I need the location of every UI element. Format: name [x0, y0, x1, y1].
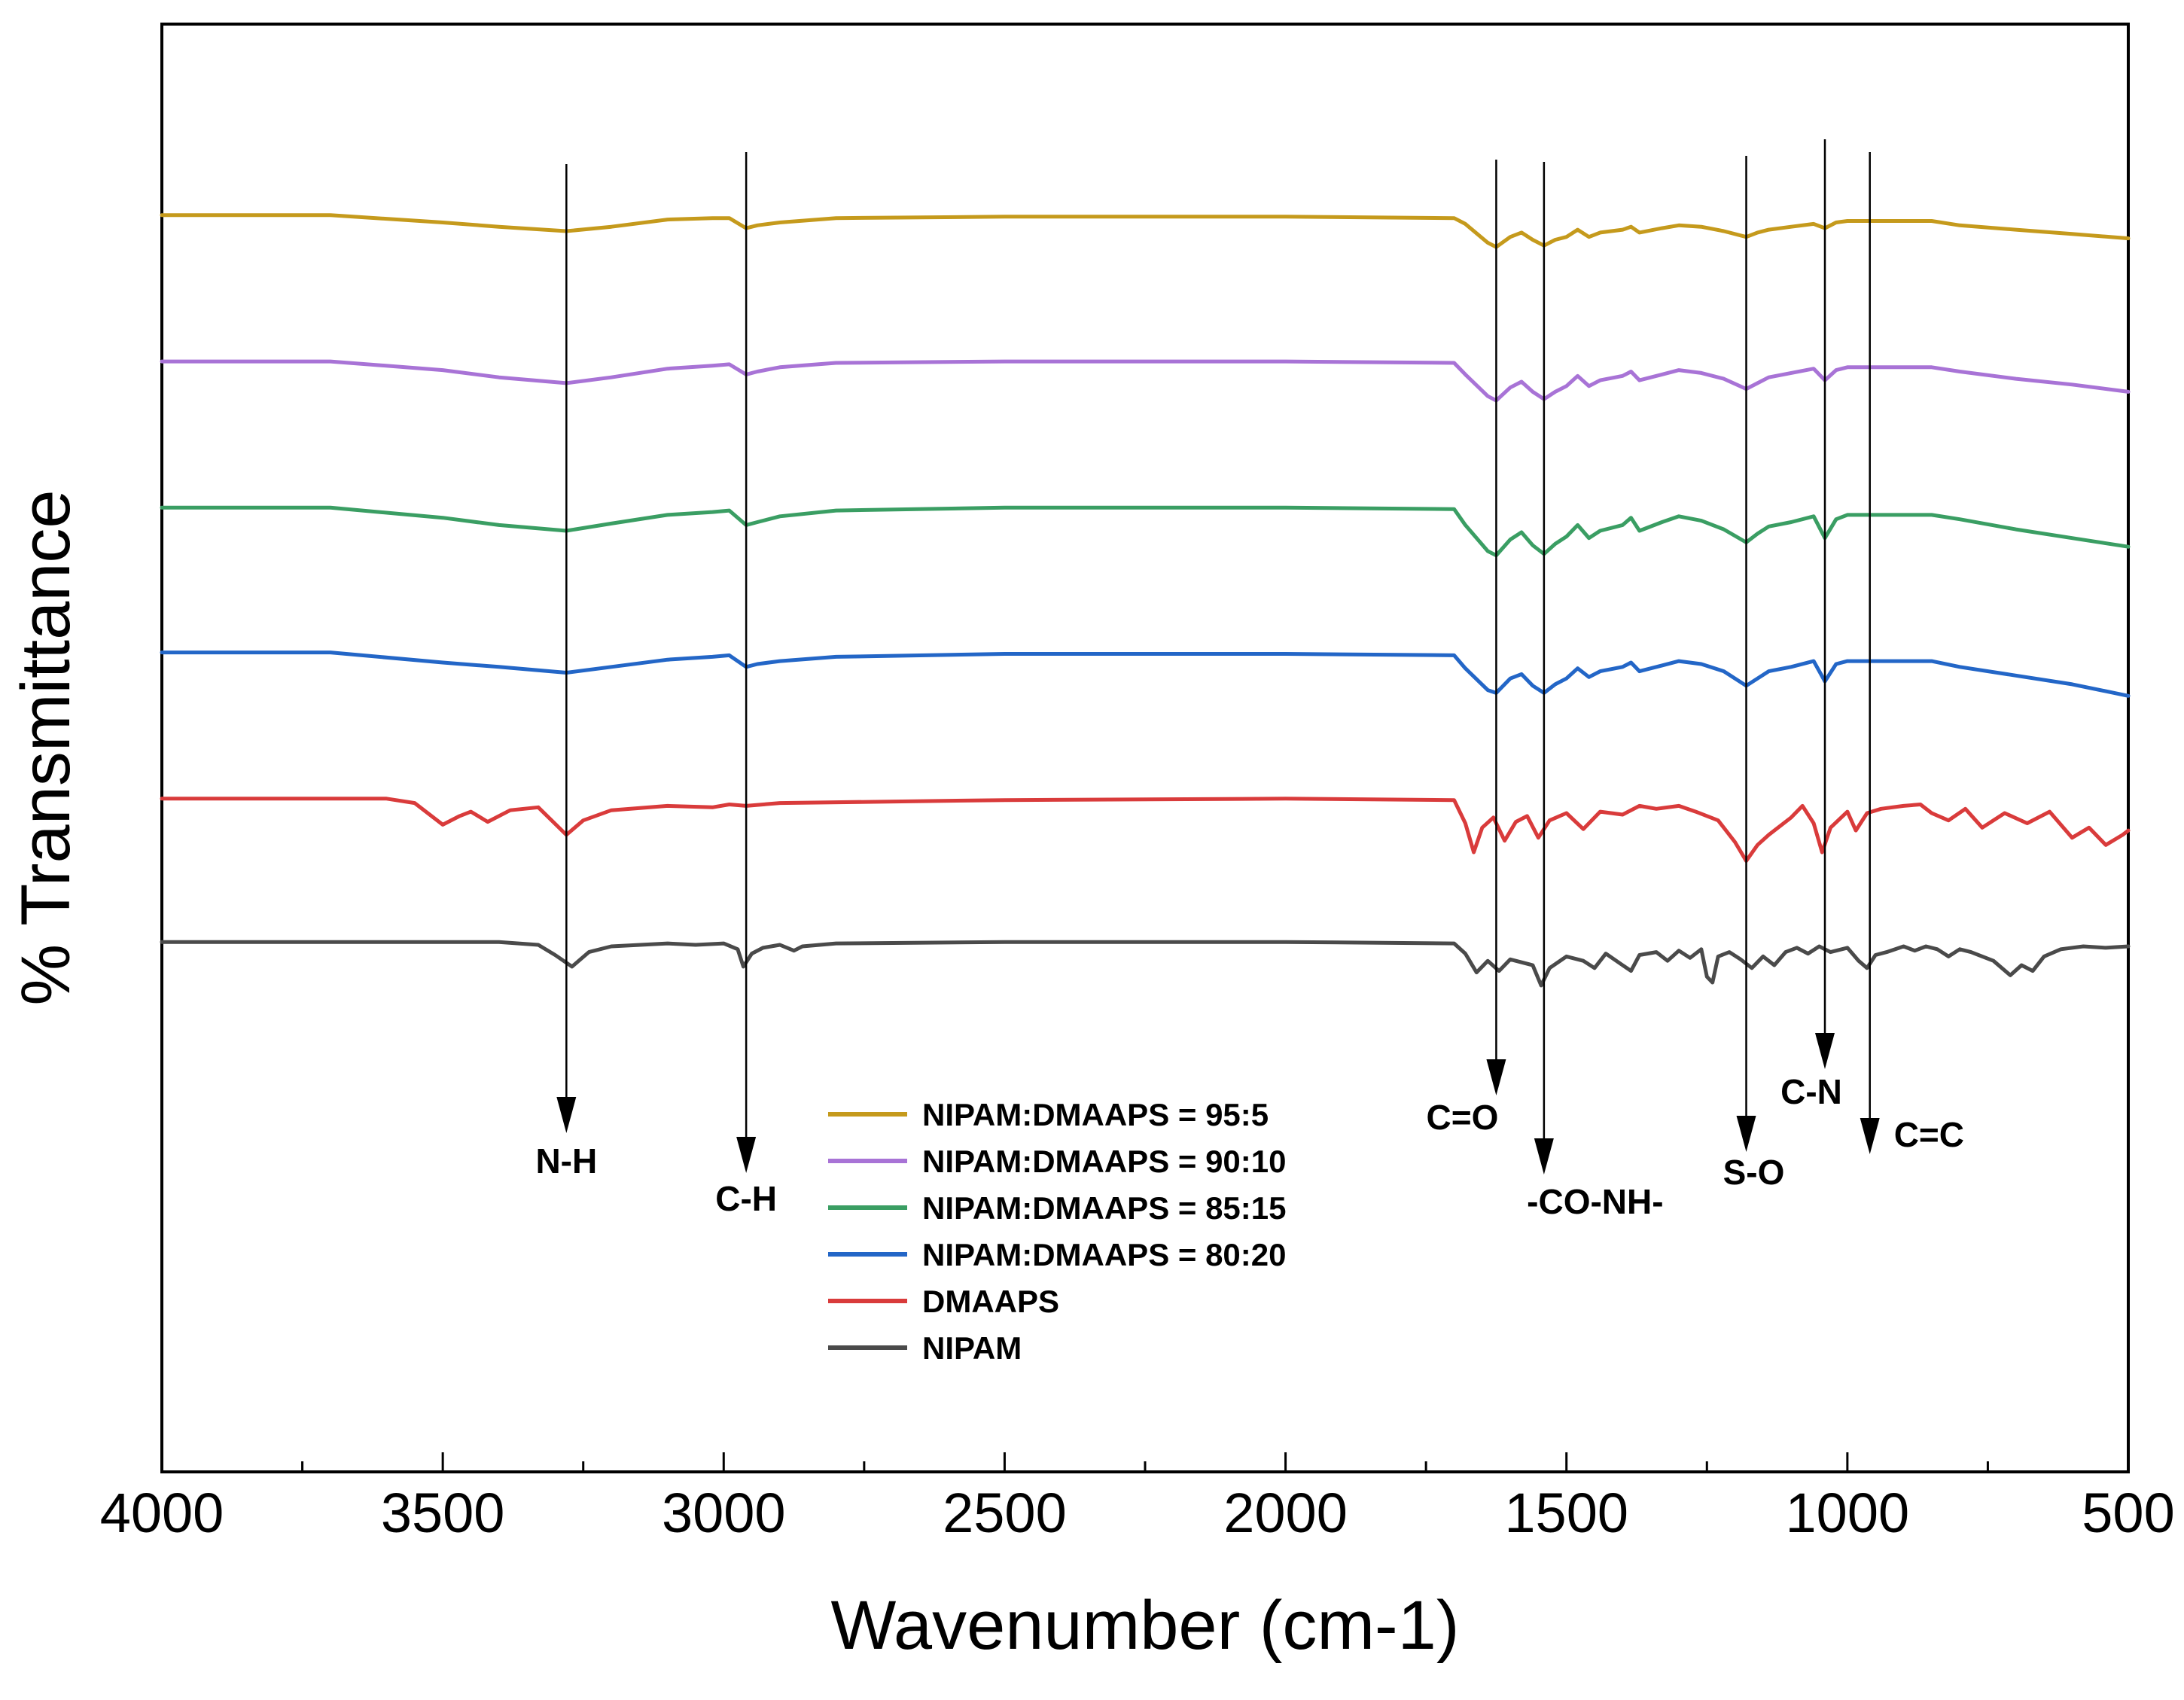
x-tick-label: 2500	[943, 1482, 1067, 1544]
annotation-label: -CO-NH-	[1527, 1182, 1663, 1221]
series-line	[160, 505, 2131, 558]
annotation-arrowhead	[1736, 1116, 1756, 1152]
annotation-label: C=O	[1426, 1098, 1498, 1137]
x-tick-label: 500	[2082, 1482, 2174, 1544]
series-line	[160, 213, 2131, 249]
series-line	[160, 940, 2131, 988]
series-line	[160, 650, 2131, 698]
annotation-arrowhead	[1815, 1033, 1835, 1069]
series-line	[160, 359, 2131, 403]
legend: NIPAM:DMAAPS = 95:5 NIPAM:DMAAPS = 90:10 N…	[828, 1097, 1287, 1366]
x-axis-ticks: 4000 3500 3000 2500 2000 1500 1000 500	[100, 1452, 2175, 1544]
annotation-arrowhead	[556, 1097, 577, 1133]
annotation-arrowhead	[1860, 1118, 1880, 1154]
legend-label: NIPAM:DMAAPS = 95:5	[922, 1097, 1269, 1132]
x-axis-title: Wavenumber (cm-1)	[831, 1587, 1460, 1664]
x-tick-label: 3000	[662, 1482, 786, 1544]
series-line	[160, 797, 2131, 863]
series-layer	[160, 213, 2131, 988]
annotation-arrowhead	[1534, 1138, 1554, 1174]
x-tick-label: 1000	[1786, 1482, 1910, 1544]
legend-label: DMAAPS	[922, 1284, 1059, 1319]
legend-label: NIPAM	[922, 1330, 1022, 1366]
annotation-label: C=C	[1894, 1115, 1964, 1154]
legend-label: NIPAM:DMAAPS = 80:20	[922, 1237, 1287, 1272]
legend-label: NIPAM:DMAAPS = 85:15	[922, 1190, 1287, 1226]
y-axis-title: % Transmittance	[8, 489, 84, 1005]
annotation-layer: N-H C-H C=O -CO-NH- S-O C-N C=C	[535, 139, 1964, 1221]
x-tick-label: 3500	[381, 1482, 505, 1544]
annotation-label: C-H	[715, 1179, 777, 1218]
annotation-arrowhead	[736, 1137, 757, 1173]
annotation-label: S-O	[1723, 1153, 1785, 1192]
annotation-label: C-N	[1780, 1072, 1842, 1111]
annotation-arrowhead	[1486, 1059, 1506, 1095]
annotation-label: N-H	[535, 1141, 597, 1181]
x-tick-label: 1500	[1504, 1482, 1628, 1544]
x-tick-label: 4000	[100, 1482, 224, 1544]
x-tick-label: 2000	[1223, 1482, 1348, 1544]
legend-label: NIPAM:DMAAPS = 90:10	[922, 1144, 1287, 1179]
